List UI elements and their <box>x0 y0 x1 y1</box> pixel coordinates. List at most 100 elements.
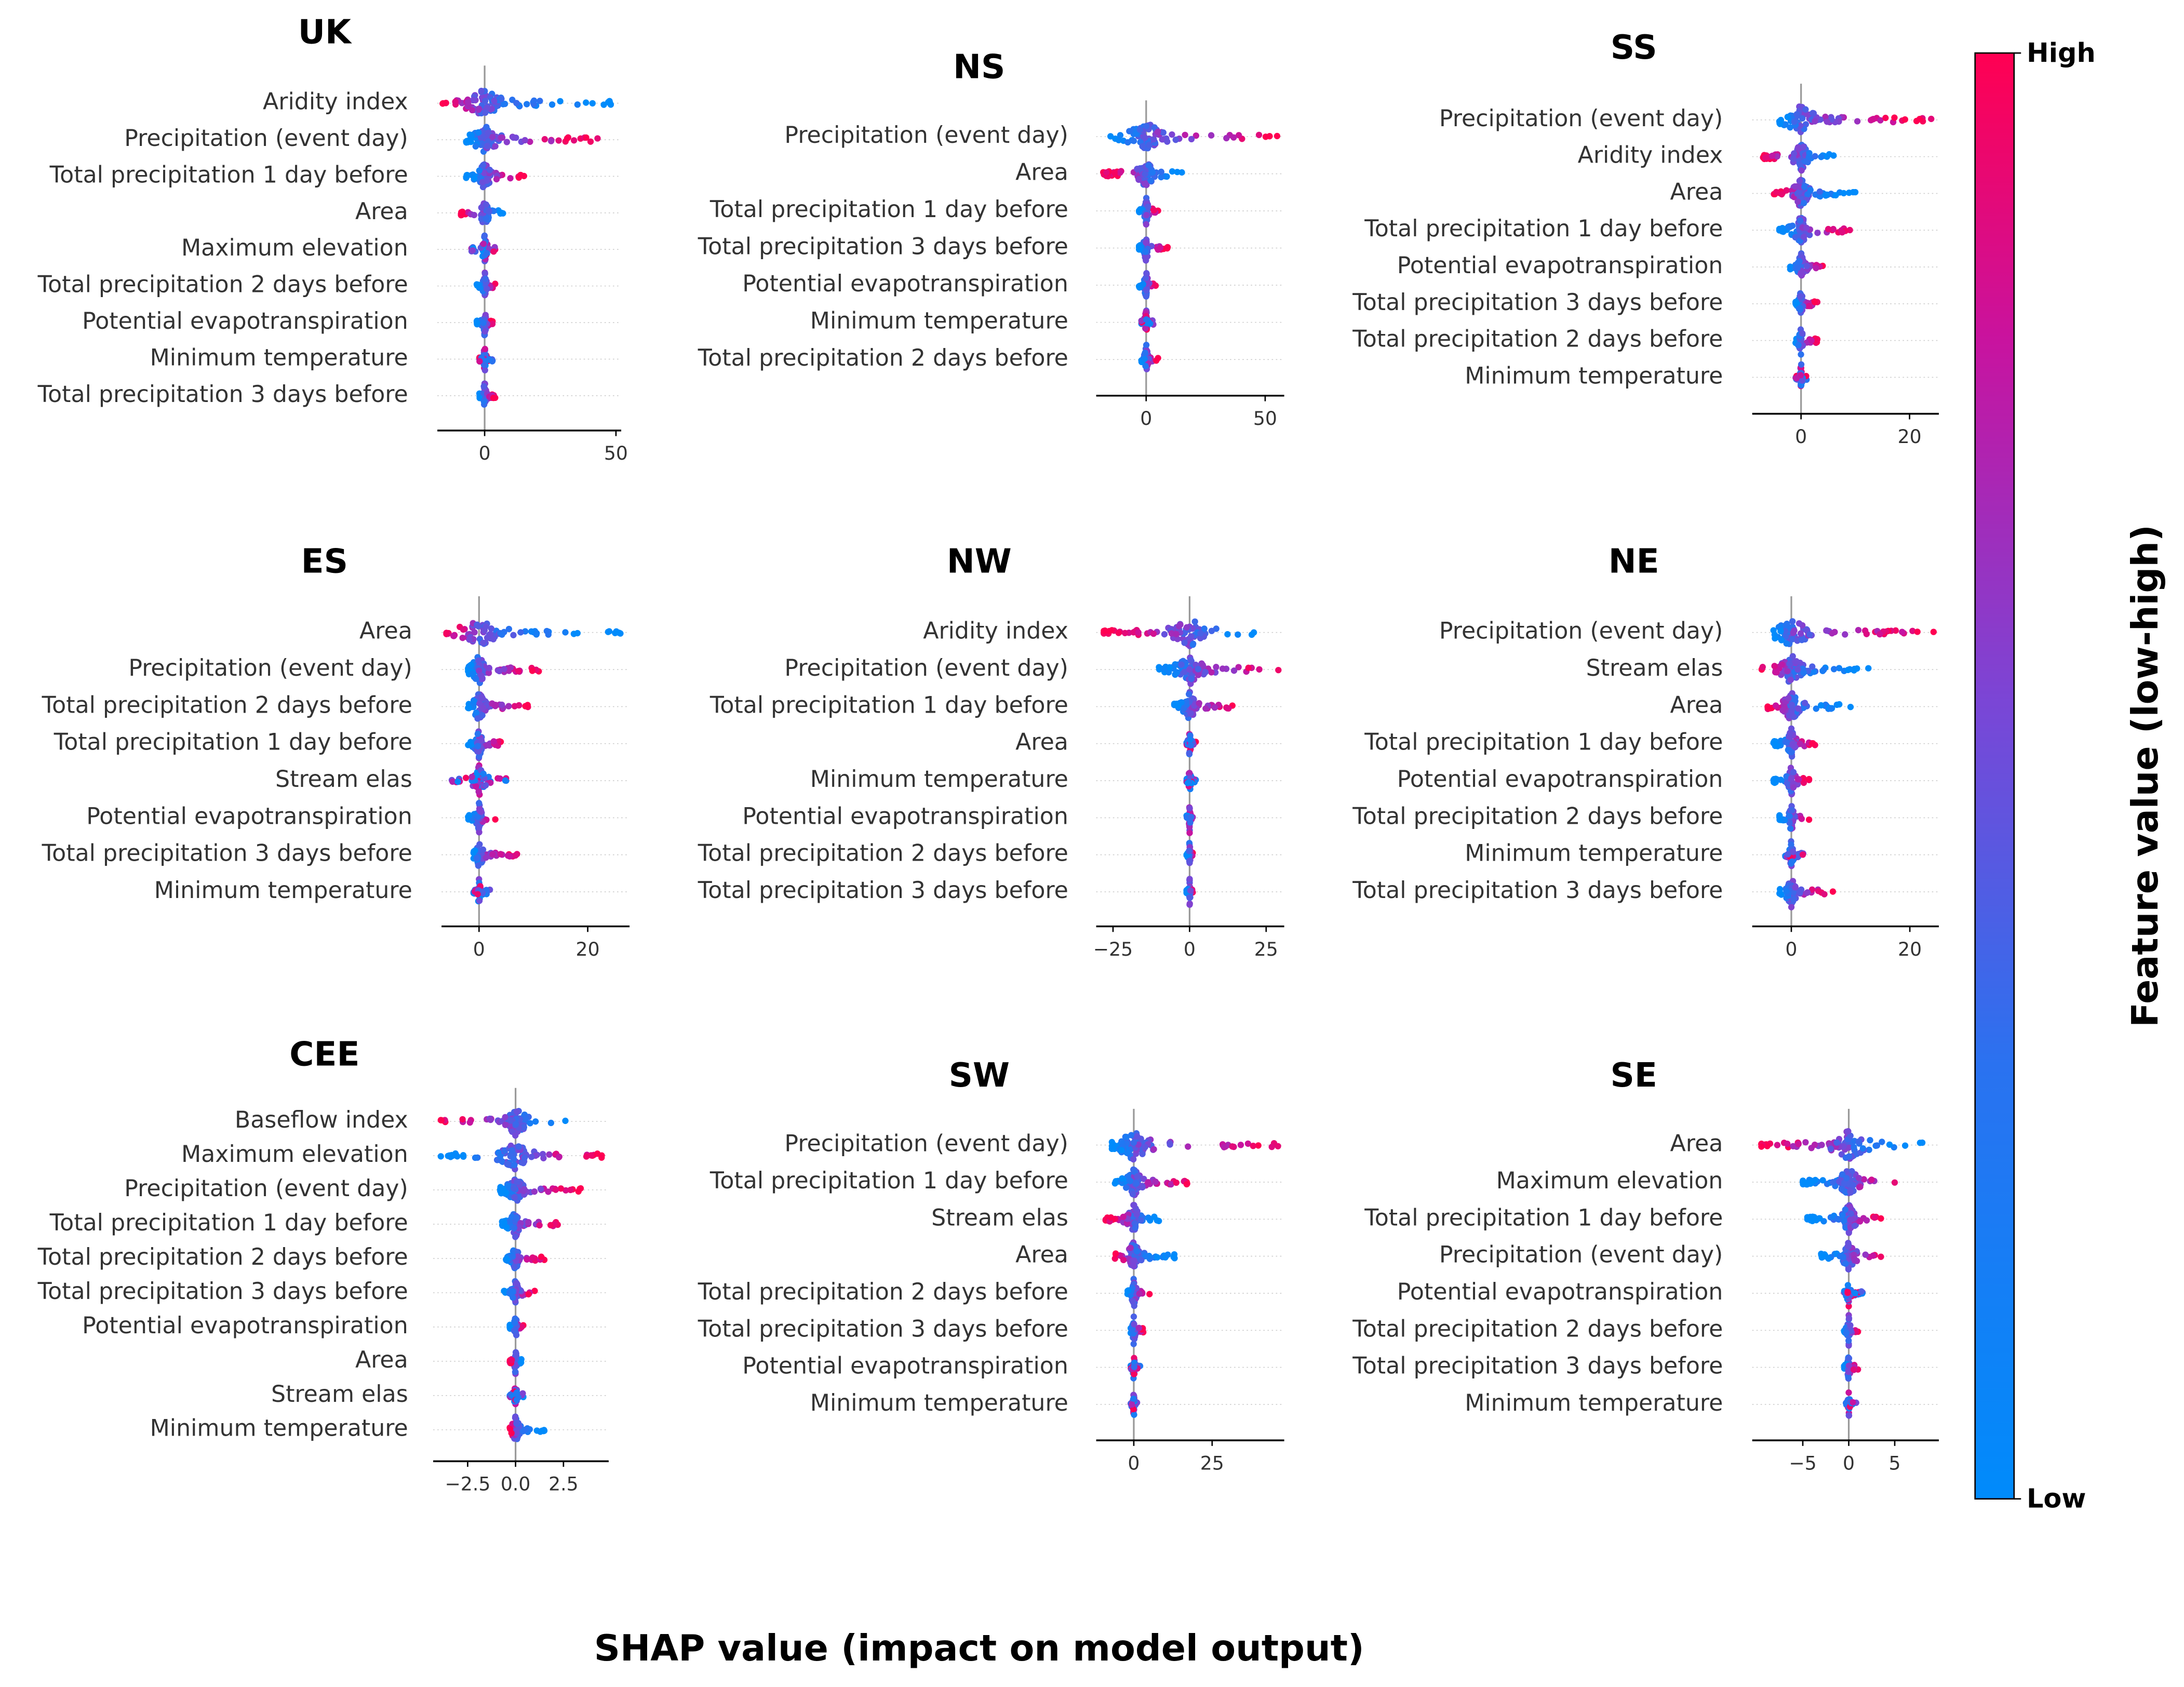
shap-point <box>1138 1256 1145 1264</box>
shap-point <box>460 626 467 633</box>
shap-point <box>1127 1177 1134 1184</box>
feature-row: Minimum temperature <box>810 307 1284 334</box>
shap-point <box>1150 630 1157 637</box>
shap-point <box>1125 1287 1132 1294</box>
shap-point <box>1136 209 1143 216</box>
shap-point <box>1107 1214 1115 1221</box>
shap-point <box>1197 630 1204 637</box>
shap-point <box>1811 1141 1818 1148</box>
shap-point <box>490 394 497 401</box>
shap-point <box>539 1150 546 1158</box>
feature-label: Area <box>359 618 412 645</box>
shap-point <box>1769 152 1776 159</box>
shap-point <box>1141 1175 1147 1182</box>
colorbar-gradient <box>1974 52 2015 1500</box>
shap-point <box>589 100 596 107</box>
shap-point <box>491 97 498 104</box>
shap-point <box>606 628 613 635</box>
panel-uk: UK Aridity index Precipitation (event day)… <box>37 12 628 464</box>
shap-point <box>1797 293 1804 300</box>
feature-label: Precipitation (event day) <box>784 1131 1068 1157</box>
shap-point <box>1779 707 1786 714</box>
shap-point <box>1797 304 1803 311</box>
feature-label: Potential evapotranspiration <box>742 803 1068 829</box>
shap-point <box>1219 665 1226 672</box>
shap-point <box>1788 841 1794 848</box>
shap-point <box>1187 710 1194 717</box>
shap-point <box>511 1161 518 1169</box>
shap-point <box>476 829 483 836</box>
panel-title: CEE <box>289 1035 359 1074</box>
feature-row: Aridity index <box>263 87 622 117</box>
shap-point <box>1235 664 1242 671</box>
x-tick-label: 0.0 <box>501 1473 531 1495</box>
shap-point <box>452 98 459 105</box>
shap-point <box>1187 887 1194 894</box>
panel-title: SE <box>1611 1056 1657 1095</box>
shap-point <box>476 800 483 807</box>
shap-point <box>520 1124 527 1131</box>
feature-row: Minimum temperature <box>810 766 1284 793</box>
shap-point <box>466 1119 473 1126</box>
shap-point <box>541 136 548 143</box>
shap-point <box>521 1154 528 1161</box>
shap-point <box>567 1186 574 1194</box>
shap-point <box>476 358 483 365</box>
shap-point <box>1776 816 1783 823</box>
feature-row: Maximum elevation <box>1496 1168 1939 1197</box>
feature-row: Minimum temperature <box>810 1390 1284 1418</box>
shap-point <box>1794 198 1801 205</box>
shap-point <box>1800 199 1807 207</box>
shap-point <box>501 1288 507 1294</box>
shap-point <box>522 1426 529 1433</box>
shap-point <box>1800 779 1807 786</box>
shap-point <box>525 1219 532 1226</box>
shap-point <box>1133 1180 1140 1187</box>
shap-point <box>1836 701 1843 708</box>
feature-label: Maximum elevation <box>181 235 408 261</box>
shap-point <box>1766 705 1773 712</box>
shap-point <box>438 1117 445 1124</box>
shap-point <box>521 1186 528 1193</box>
shap-point <box>598 1154 605 1161</box>
shap-point <box>1818 153 1825 160</box>
shap-point <box>483 854 489 861</box>
feature-row: Potential evapotranspiration <box>742 270 1284 300</box>
shap-point <box>1130 1139 1137 1146</box>
shap-point <box>480 383 487 390</box>
shap-point <box>463 138 471 144</box>
shap-point <box>508 1357 515 1363</box>
feature-label: Total precipitation 3 days before <box>698 1316 1068 1342</box>
shap-point <box>1133 1248 1141 1255</box>
shap-point <box>472 143 479 150</box>
shap-point <box>1146 1291 1153 1297</box>
shap-point <box>1847 704 1854 711</box>
shap-point <box>1832 192 1839 199</box>
shap-point <box>557 1185 565 1192</box>
shap-point <box>475 105 483 112</box>
feature-label: Total precipitation 1 day before <box>709 1168 1068 1194</box>
shap-point <box>1778 661 1786 668</box>
shap-point <box>1142 325 1149 332</box>
shap-point <box>1802 106 1809 113</box>
shap-point <box>1268 1143 1275 1150</box>
feature-row: Potential evapotranspiration <box>82 1313 609 1339</box>
shap-point <box>1130 1313 1137 1320</box>
shap-point <box>1256 666 1263 673</box>
panel-title: NW <box>947 542 1012 581</box>
shap-point <box>528 1154 535 1160</box>
shap-point <box>1798 886 1805 893</box>
shap-point <box>519 1390 526 1397</box>
shap-point <box>1111 169 1118 176</box>
shap-point <box>532 1118 539 1125</box>
x-tick-label: 0 <box>1184 938 1196 960</box>
shap-point <box>1187 819 1194 826</box>
shap-point <box>490 636 497 642</box>
shap-point <box>475 623 482 630</box>
shap-point <box>1784 739 1790 746</box>
shap-point <box>1845 1315 1853 1322</box>
shap-point <box>574 630 581 637</box>
feature-row: Stream elas <box>271 1381 609 1408</box>
shap-point <box>480 770 487 778</box>
shap-point <box>562 1117 569 1124</box>
